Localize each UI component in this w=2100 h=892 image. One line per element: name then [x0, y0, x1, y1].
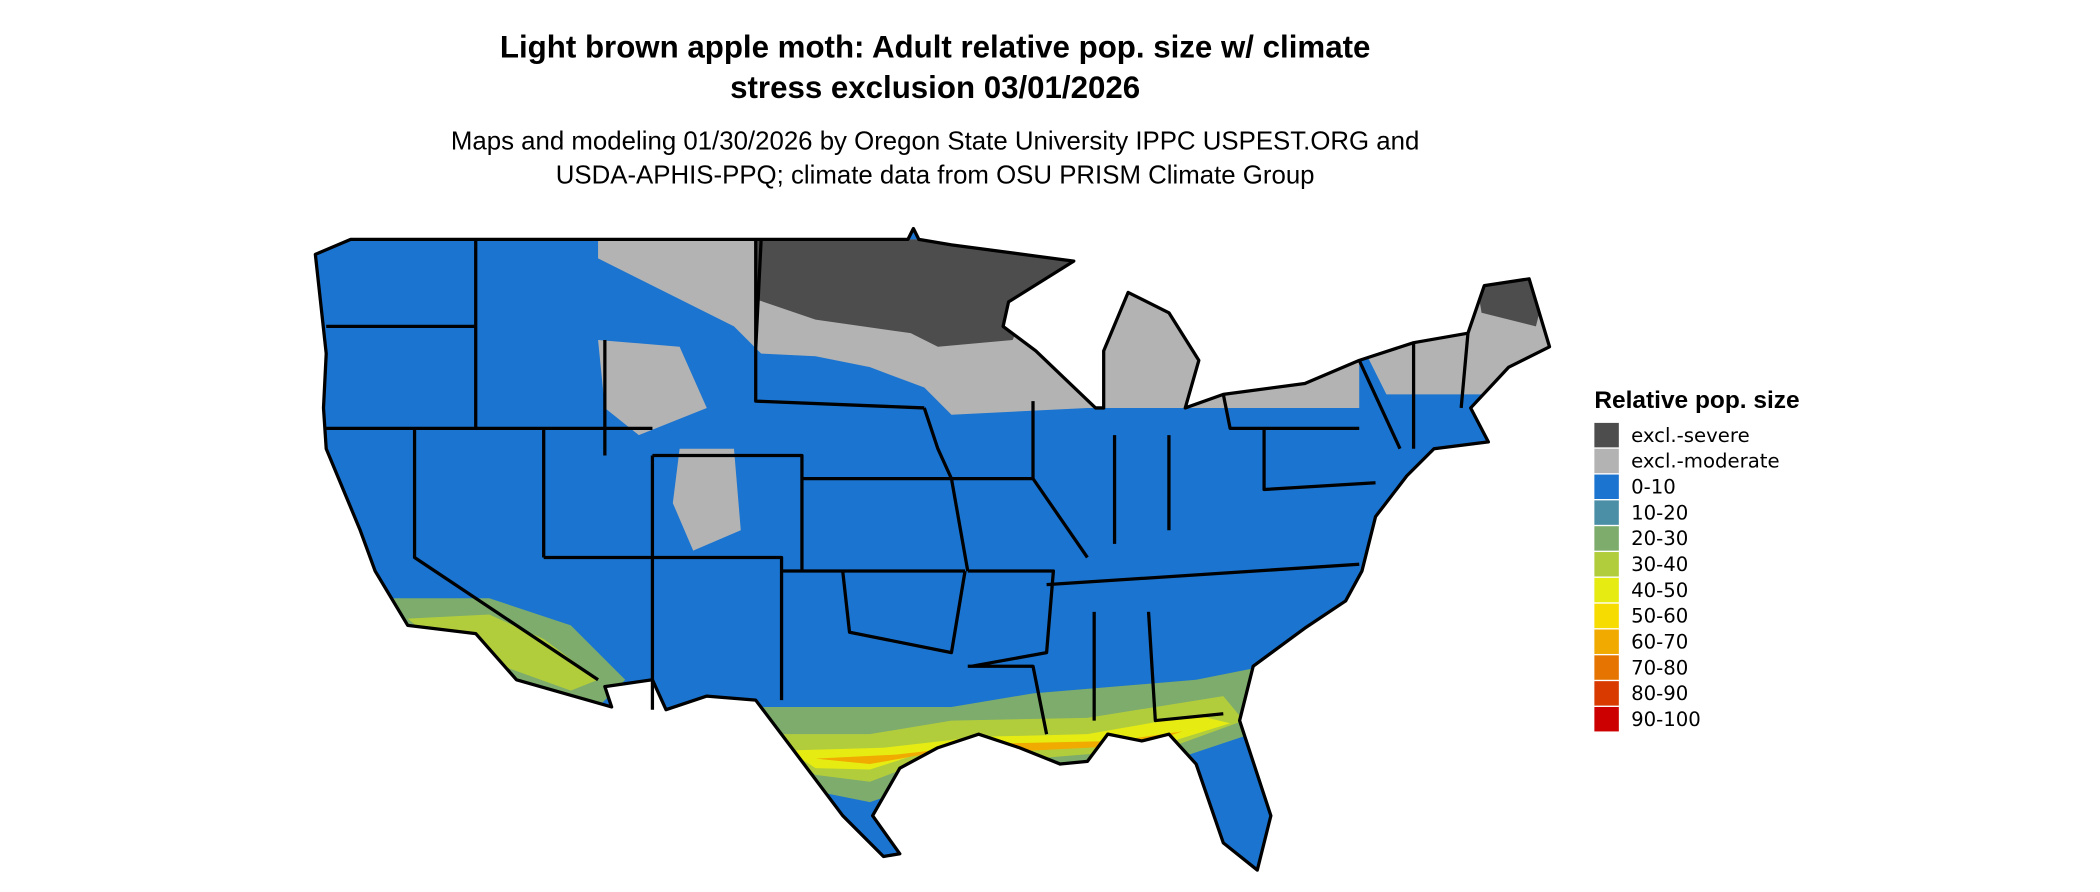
- legend-swatch: [1594, 552, 1619, 577]
- title-line: Light brown apple moth: Adult relative p…: [500, 29, 1370, 64]
- legend-label: excl.-severe: [1631, 424, 1750, 447]
- legend-swatch: [1594, 422, 1619, 448]
- legend-label: excl.-moderate: [1631, 450, 1780, 473]
- legend-label: 90-100: [1631, 708, 1701, 731]
- legend-label: 80-90: [1631, 682, 1688, 705]
- legend-label: 20-30: [1631, 527, 1688, 550]
- legend-swatch: [1594, 706, 1619, 732]
- subtitle-line: USDA-APHIS-PPQ; climate data from OSU PR…: [556, 162, 1315, 190]
- map-region: [755, 239, 1550, 354]
- legend-swatch: [1594, 603, 1619, 629]
- legend-swatch: [1594, 655, 1619, 680]
- legend-label: 0-10: [1631, 476, 1676, 499]
- legend-swatch: [1594, 629, 1619, 654]
- legend: Relative pop. size excl.-severe excl.-mod…: [1594, 387, 1800, 732]
- legend-swatch: [1594, 474, 1619, 500]
- legend-label: 30-40: [1631, 553, 1688, 576]
- subtitle-line: Maps and modeling 01/30/2026 by Oregon S…: [451, 128, 1419, 156]
- title: Light brown apple moth: Adult relative p…: [451, 29, 1419, 189]
- state-borders: [313, 226, 1552, 872]
- legend-label: 10-20: [1631, 501, 1688, 524]
- map: [315, 228, 1550, 871]
- legend-label: 50-60: [1631, 605, 1688, 628]
- title-line: stress exclusion 03/01/2026: [730, 70, 1140, 105]
- legend-swatch: [1594, 448, 1619, 474]
- legend-label: 70-80: [1631, 656, 1688, 679]
- legend-swatch: [1594, 577, 1619, 603]
- legend-title: Relative pop. size: [1594, 387, 1799, 414]
- legend-swatch: [1594, 681, 1619, 706]
- legend-label: 60-70: [1631, 631, 1688, 654]
- legend-swatch: [1594, 526, 1619, 551]
- legend-swatch: [1594, 500, 1619, 525]
- legend-label: 40-50: [1631, 579, 1688, 602]
